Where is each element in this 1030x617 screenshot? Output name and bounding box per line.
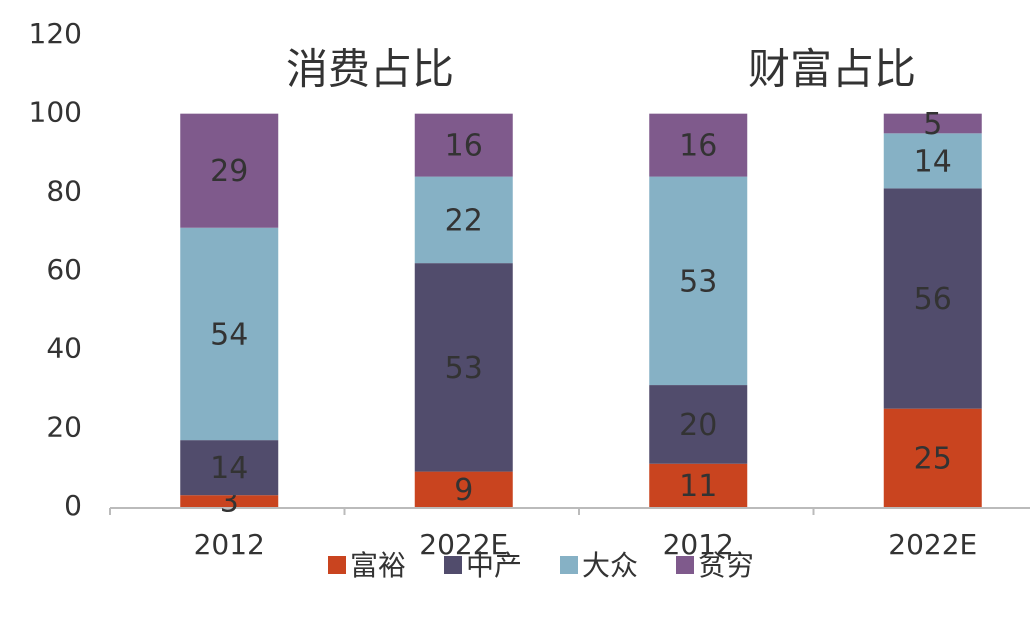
data-label: 53 xyxy=(445,351,483,386)
legend-swatch xyxy=(444,556,462,574)
y-tick-label: 0 xyxy=(64,489,82,522)
bar-segment xyxy=(414,113,513,177)
legend-swatch xyxy=(328,556,346,574)
y-tick-label: 120 xyxy=(29,17,82,50)
data-label: 9 xyxy=(454,473,473,508)
data-label: 16 xyxy=(679,129,717,164)
legend-label: 大众 xyxy=(582,549,638,582)
data-label: 56 xyxy=(914,282,952,317)
data-label: 54 xyxy=(210,317,248,352)
bar-segment xyxy=(414,471,513,507)
legend-label: 中产 xyxy=(466,549,522,582)
data-label: 29 xyxy=(210,154,248,189)
bar-segment xyxy=(883,113,982,134)
data-label: 53 xyxy=(679,264,717,299)
legend-label: 贫穷 xyxy=(698,549,754,582)
bar-segment xyxy=(414,263,513,472)
x-tick-label: 2012 xyxy=(194,528,265,561)
annotation: 消费占比 xyxy=(286,45,454,94)
bar-segment xyxy=(649,176,748,386)
legend-label: 富裕 xyxy=(350,549,406,582)
bar-segment xyxy=(649,385,748,464)
bar-segment xyxy=(649,113,748,177)
legend-swatch xyxy=(676,556,694,574)
bar-segment xyxy=(414,176,513,264)
data-label: 16 xyxy=(445,129,483,164)
y-tick-label: 100 xyxy=(29,96,82,129)
y-tick-label: 80 xyxy=(46,174,82,207)
bar-segment xyxy=(180,227,279,441)
x-tick-label: 2022E xyxy=(888,528,977,561)
data-label: 22 xyxy=(445,203,483,238)
data-label: 11 xyxy=(679,469,717,504)
bar-segment xyxy=(883,133,982,189)
bar-segment xyxy=(180,440,279,496)
y-tick-label: 60 xyxy=(46,253,82,286)
data-label: 14 xyxy=(914,144,952,179)
bar-segment xyxy=(883,408,982,507)
data-label: 20 xyxy=(679,408,717,443)
data-label: 5 xyxy=(923,107,942,142)
x-tick-label: 2022E xyxy=(419,528,508,561)
y-tick-label: 20 xyxy=(46,410,82,443)
data-label: 25 xyxy=(914,441,952,476)
bar-segment xyxy=(180,495,279,507)
bar-segment xyxy=(883,188,982,409)
y-tick-label: 40 xyxy=(46,332,82,365)
bar-segment xyxy=(180,113,279,228)
x-tick-label: 2012 xyxy=(663,528,734,561)
annotation: 财富占比 xyxy=(748,45,916,94)
data-label: 14 xyxy=(210,451,248,486)
bar-segment xyxy=(649,463,748,507)
legend-swatch xyxy=(560,556,578,574)
